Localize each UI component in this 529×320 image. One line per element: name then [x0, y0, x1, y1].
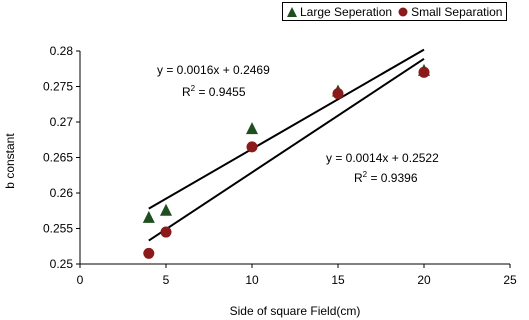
x-tick-label: 10 [245, 273, 259, 287]
y-tick-label: 0.255 [43, 222, 73, 236]
point-small-separation [246, 141, 258, 153]
data-markers [142, 63, 430, 259]
circle-marker-icon [398, 7, 408, 16]
triangle-marker-icon [287, 6, 297, 17]
point-small-separation [418, 66, 430, 78]
y-tick-label: 0.275 [43, 80, 73, 94]
r2-small: R2 = 0.9396 [354, 170, 418, 185]
trendlines [148, 48, 425, 242]
equation-large: y = 0.0016x + 0.2469 [157, 63, 270, 77]
axes: 0.25 0.255 0.26 0.265 0.27 0.275 0.28 0 5 10 15 20 2… [43, 44, 517, 287]
legend-item-small: Small Separation [398, 5, 502, 19]
x-tick-label: 20 [417, 273, 431, 287]
point-large-separation [246, 122, 258, 135]
x-tick-label: 0 [77, 273, 84, 287]
x-axis-label: Side of square Field(cm) [230, 304, 361, 318]
equation-small: y = 0.0014x + 0.2522 [326, 151, 439, 165]
x-tick-label: 15 [331, 273, 345, 287]
r2-large: R2 = 0.9455 [182, 84, 246, 99]
y-axis-label: b constant [3, 133, 17, 189]
y-tick-label: 0.25 [50, 257, 74, 271]
y-tick-label: 0.265 [43, 151, 73, 165]
legend: Large Seperation Small Separation [282, 2, 508, 21]
y-tick-label: 0.26 [50, 186, 74, 200]
x-tick-label: 5 [163, 273, 170, 287]
y-tick-label: 0.28 [50, 44, 74, 58]
y-tick-label: 0.27 [50, 115, 74, 129]
point-large-separation [142, 210, 155, 223]
legend-label-large: Large Seperation [300, 4, 393, 19]
point-large-separation [160, 203, 172, 216]
legend-item-large: Large Seperation [287, 5, 392, 19]
x-tick-label: 25 [503, 273, 517, 287]
point-small-separation [332, 88, 344, 100]
trendline-large [148, 57, 425, 242]
point-small-separation [160, 226, 172, 238]
trendline-small [148, 48, 425, 210]
legend-label-small: Small Separation [411, 4, 503, 19]
point-small-separation [143, 247, 155, 259]
